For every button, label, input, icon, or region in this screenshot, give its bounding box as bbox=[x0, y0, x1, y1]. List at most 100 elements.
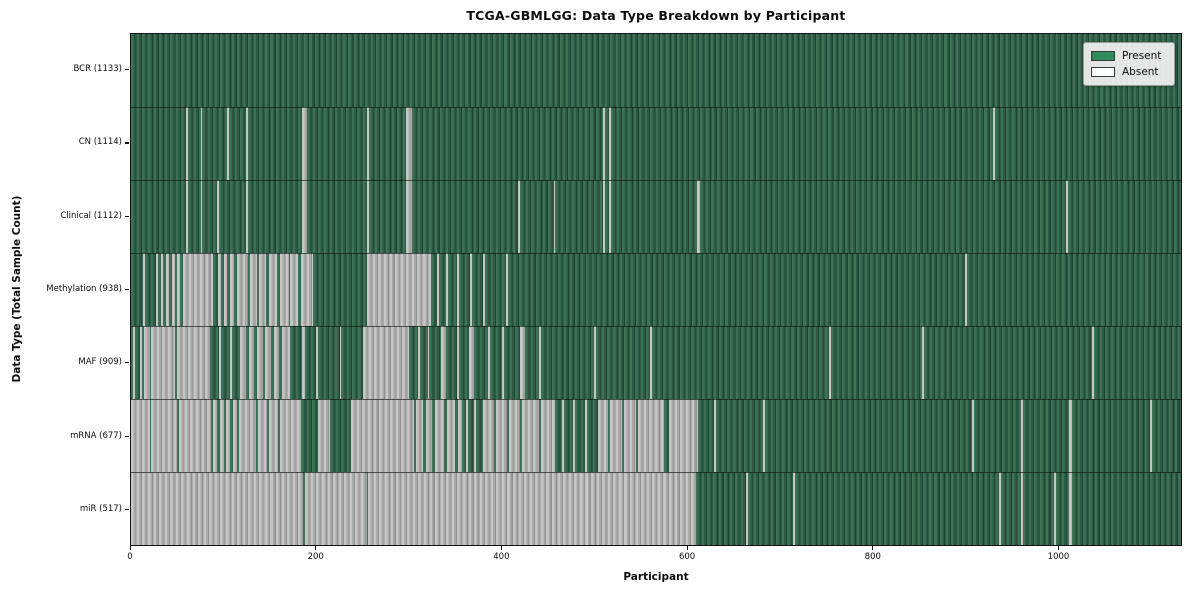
segment-present bbox=[411, 107, 603, 180]
segment-present bbox=[369, 107, 407, 180]
segment-present bbox=[444, 399, 447, 472]
segment-present bbox=[700, 180, 1067, 253]
y-tick-mark bbox=[125, 362, 129, 364]
legend-swatch-absent bbox=[1091, 67, 1115, 77]
segment-absent bbox=[258, 253, 267, 326]
plot-area bbox=[130, 33, 1182, 546]
segment-present bbox=[149, 399, 152, 472]
segment-present bbox=[288, 253, 291, 326]
segment-absent bbox=[496, 399, 508, 472]
segment-present bbox=[604, 180, 610, 253]
segment-absent bbox=[609, 180, 612, 253]
segment-present bbox=[266, 253, 270, 326]
segment-absent bbox=[1068, 399, 1072, 472]
segment-absent bbox=[506, 253, 509, 326]
segment-present bbox=[1022, 472, 1055, 545]
y-tick-label: miR (517) bbox=[79, 503, 122, 514]
row-separator bbox=[131, 180, 1181, 181]
segment-present bbox=[503, 326, 521, 399]
segment-absent bbox=[245, 180, 248, 253]
segment-absent bbox=[520, 326, 525, 399]
segment-absent bbox=[265, 326, 271, 399]
y-tick-label: Clinical (1112) bbox=[60, 210, 122, 221]
segment-present bbox=[604, 107, 610, 180]
x-tick-label: 600 bbox=[678, 552, 696, 562]
segment-absent bbox=[367, 253, 432, 326]
segment-absent bbox=[156, 253, 158, 326]
segment-present bbox=[131, 326, 133, 399]
segment-present bbox=[1055, 472, 1069, 545]
segment-absent bbox=[227, 107, 230, 180]
segment-present bbox=[254, 326, 258, 399]
segment-absent bbox=[540, 399, 555, 472]
y-tick-label: CN (1114) bbox=[78, 137, 122, 148]
segment-present bbox=[422, 399, 426, 472]
segment-absent bbox=[418, 326, 421, 399]
segment-absent bbox=[637, 399, 664, 472]
segment-present bbox=[247, 107, 303, 180]
segment-absent bbox=[713, 399, 716, 472]
segment-absent bbox=[200, 107, 203, 180]
y-tick-mark bbox=[125, 289, 129, 291]
segment-present bbox=[748, 472, 793, 545]
segment-absent bbox=[177, 253, 181, 326]
segment-absent bbox=[624, 399, 637, 472]
segment-absent bbox=[302, 107, 308, 180]
segment-absent bbox=[232, 399, 237, 472]
segment-absent bbox=[236, 253, 248, 326]
segment-absent bbox=[245, 107, 248, 180]
segment-present bbox=[131, 107, 186, 180]
segment-present bbox=[431, 253, 437, 326]
segment-absent bbox=[1092, 326, 1094, 399]
row-separator bbox=[131, 399, 1181, 400]
segment-present bbox=[520, 399, 523, 472]
segment-present bbox=[494, 399, 497, 472]
segment-absent bbox=[483, 253, 485, 326]
segment-present bbox=[508, 253, 966, 326]
segment-absent bbox=[219, 399, 224, 472]
segment-absent bbox=[697, 180, 700, 253]
segment-absent bbox=[249, 253, 258, 326]
segment-absent bbox=[483, 399, 495, 472]
y-tick-mark bbox=[125, 69, 129, 71]
segment-absent bbox=[416, 399, 423, 472]
segment-present bbox=[438, 253, 447, 326]
segment-present bbox=[1071, 399, 1151, 472]
segment-present bbox=[220, 253, 224, 326]
segment-present bbox=[663, 399, 669, 472]
segment-absent bbox=[182, 253, 213, 326]
segment-present bbox=[1152, 399, 1181, 472]
segment-present bbox=[1093, 326, 1181, 399]
segment-absent bbox=[965, 253, 967, 326]
segment-absent bbox=[585, 399, 587, 472]
segment-absent bbox=[185, 107, 188, 180]
segment-present bbox=[163, 253, 167, 326]
segment-absent bbox=[518, 180, 521, 253]
segment-absent bbox=[290, 253, 298, 326]
segment-absent bbox=[446, 253, 448, 326]
segment-present bbox=[608, 399, 611, 472]
y-tick-mark bbox=[125, 215, 129, 217]
x-tick-label: 400 bbox=[493, 552, 510, 562]
segment-present bbox=[220, 326, 231, 399]
segment-present bbox=[830, 326, 923, 399]
segment-present bbox=[472, 253, 484, 326]
segment-present bbox=[489, 326, 502, 399]
segment-absent bbox=[436, 253, 439, 326]
segment-present bbox=[177, 399, 180, 472]
segment-absent bbox=[469, 326, 474, 399]
y-tick-mark bbox=[125, 435, 129, 437]
segment-present bbox=[223, 399, 227, 472]
segment-absent bbox=[792, 472, 795, 545]
segment-absent bbox=[367, 180, 370, 253]
segment-absent bbox=[143, 253, 145, 326]
segment-present bbox=[611, 180, 698, 253]
segment-absent bbox=[447, 399, 456, 472]
segment-absent bbox=[368, 472, 697, 545]
segment-absent bbox=[509, 399, 521, 472]
y-tick-mark bbox=[125, 142, 129, 144]
segment-present bbox=[290, 326, 303, 399]
segment-absent bbox=[171, 253, 175, 326]
segment-absent bbox=[280, 253, 289, 326]
segment-present bbox=[270, 326, 274, 399]
